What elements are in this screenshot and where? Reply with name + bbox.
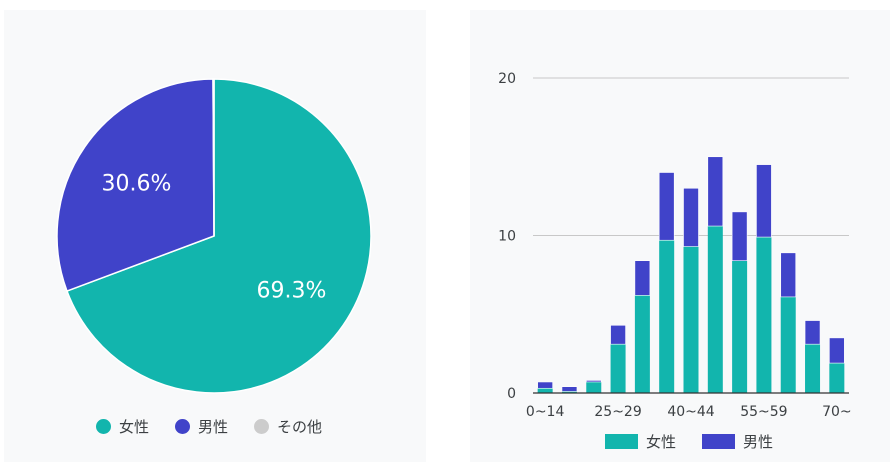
x-tick-label-1: 25~29 bbox=[594, 404, 641, 420]
bar-male-5[interactable] bbox=[658, 172, 675, 241]
y-tick-label-1: 10 bbox=[498, 229, 516, 245]
pie-slice-2[interactable] bbox=[212, 78, 215, 237]
bar-legend-item-female[interactable]: 女性 bbox=[605, 431, 676, 452]
bar-male-7[interactable] bbox=[707, 156, 724, 227]
bar-female-12[interactable] bbox=[829, 363, 845, 393]
legend-item-male[interactable]: 男性 bbox=[175, 416, 228, 437]
bar-female-0[interactable] bbox=[537, 388, 553, 393]
bar-female-8[interactable] bbox=[732, 260, 748, 393]
legend-label-male: 男性 bbox=[198, 418, 229, 436]
bar-male-11[interactable] bbox=[804, 320, 821, 345]
x-tick-label-2: 40~44 bbox=[667, 404, 714, 420]
pie-chart: 69.3% 30.6% bbox=[56, 78, 372, 394]
pie-slice-0[interactable] bbox=[65, 78, 372, 394]
legend-dot-male bbox=[175, 419, 191, 434]
bar-male-8[interactable] bbox=[731, 211, 748, 262]
bar-legend-label-female: 女性 bbox=[646, 433, 677, 451]
bar-female-1[interactable] bbox=[561, 391, 577, 393]
bar-legend-swatch-female bbox=[605, 434, 638, 449]
bar-female-4[interactable] bbox=[634, 295, 650, 393]
legend-dot-female bbox=[96, 419, 111, 434]
bar-male-4[interactable] bbox=[634, 260, 651, 296]
bar-female-2[interactable] bbox=[586, 381, 602, 393]
bar-female-3[interactable] bbox=[610, 344, 626, 393]
x-tick-label-3: 55~59 bbox=[740, 404, 787, 420]
bar-male-6[interactable] bbox=[683, 187, 699, 247]
bar-male-9[interactable] bbox=[756, 164, 772, 238]
bar-chart: 0 10 20 0~14 25~29 40~44 55~59 70~ bbox=[498, 71, 852, 420]
bar-female-6[interactable] bbox=[683, 246, 699, 393]
y-tick-label-0: 0 bbox=[507, 386, 516, 402]
pie-slice-label-0: 69.3% bbox=[256, 279, 326, 304]
bar-legend: 女性 男性 bbox=[605, 431, 773, 452]
pie-chart-panel: 69.3% 30.6% 女性 男性 その他 bbox=[4, 10, 426, 462]
bar-female-9[interactable] bbox=[756, 237, 772, 393]
bar-female-5[interactable] bbox=[659, 240, 675, 393]
bar-male-1[interactable] bbox=[561, 386, 578, 392]
bar-legend-label-male: 男性 bbox=[743, 433, 774, 451]
x-tick-label-0: 0~14 bbox=[526, 404, 565, 420]
bar-chart-panel: 0 10 20 0~14 25~29 40~44 55~59 70~ 女性 男性 bbox=[470, 10, 890, 462]
legend-item-female[interactable]: 女性 bbox=[96, 416, 149, 437]
bar-female-11[interactable] bbox=[805, 344, 821, 393]
x-tick-label-4: 70~ bbox=[822, 404, 852, 420]
bar-male-2[interactable] bbox=[585, 380, 602, 383]
bar-male-0[interactable] bbox=[537, 381, 553, 389]
legend-label-female: 女性 bbox=[119, 418, 150, 436]
legend-label-other: その他 bbox=[277, 418, 323, 436]
pie-legend: 女性 男性 その他 bbox=[96, 416, 322, 437]
y-tick-label-2: 20 bbox=[498, 71, 516, 87]
bar-legend-swatch-male bbox=[702, 434, 736, 449]
bar-male-3[interactable] bbox=[610, 324, 626, 345]
bar-male-12[interactable] bbox=[829, 337, 845, 364]
bar-female-10[interactable] bbox=[780, 296, 796, 393]
legend-item-other[interactable]: その他 bbox=[254, 416, 322, 437]
bar-male-10[interactable] bbox=[780, 252, 797, 298]
legend-dot-other bbox=[254, 419, 270, 434]
pie-slice-1[interactable] bbox=[56, 78, 215, 292]
bar-legend-item-male[interactable]: 男性 bbox=[702, 431, 773, 452]
pie-slice-label-1: 30.6% bbox=[101, 172, 171, 197]
bar-female-7[interactable] bbox=[707, 226, 723, 393]
